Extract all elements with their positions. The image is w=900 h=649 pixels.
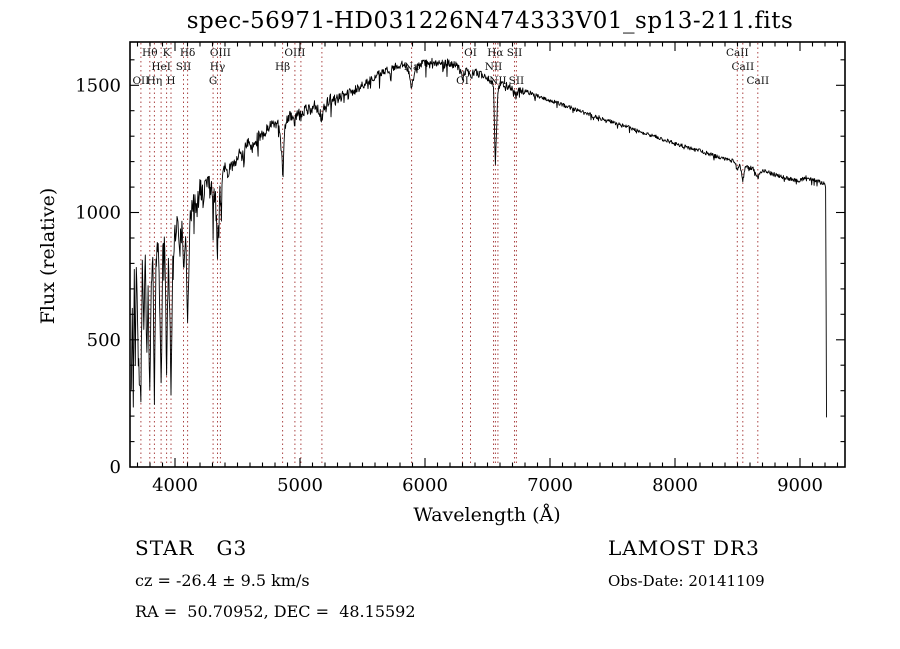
spectral-line-label: Hα [487,47,503,59]
spectral-line-label: OII [132,75,149,87]
spectral-line-label: G [209,75,217,87]
spectral-line-label: OIII [210,47,231,59]
spectral-line-label: Na [404,61,419,73]
radial-velocity-label: cz = -26.4 ± 9.5 km/s [135,571,310,590]
x-tick-label: 4000 [152,475,198,496]
y-tick-label: 500 [87,330,121,351]
plot-frame [129,41,846,468]
y-tick-label: 0 [110,457,121,478]
x-tick-label: 7000 [527,475,573,496]
spectral-line-label: CaII [747,75,770,87]
figure-title: spec-56971-HD031226N474333V01_sp13-211.f… [186,8,794,34]
obs-date-label: Obs-Date: 20141109 [608,572,765,590]
spectral-line-label: Hβ [275,61,290,73]
spectral-line-label: HeI [151,61,171,73]
spectral-line-label: OI [456,75,469,87]
x-tick-label: 8000 [652,475,698,496]
spectral-line-label: Hγ [210,61,225,73]
object-class-label: STAR G3 [135,536,248,560]
spectral-line-label: SII [176,61,192,73]
spectral-line-label: Hθ [142,47,157,59]
spectral-line-label: SII [507,47,523,59]
spectral-line-label: K [163,47,171,59]
spectral-line-label: CaII [726,47,749,59]
spectral-line-label: SII [509,75,525,87]
spectral-line-label: NII [485,61,502,73]
x-axis-label: Wavelength (Å) [413,504,561,526]
spectral-line-label: OIII [284,47,305,59]
x-tick-label: 6000 [402,475,448,496]
survey-release-label: LAMOST DR3 [608,536,760,560]
y-tick-label: 1000 [75,203,121,224]
spectral-line-label: OI [464,47,477,59]
spectrum-line [130,57,827,418]
spectral-line-label: CaII [732,61,755,73]
spectral-line-label: H [166,75,175,87]
x-tick-label: 9000 [777,475,823,496]
x-tick-label: 5000 [277,475,323,496]
spectral-line-label: Hη [147,75,162,87]
ra-dec-label: RA = 50.70952, DEC = 48.15592 [135,602,416,621]
y-tick-label: 1500 [75,75,121,96]
spectral-line-label: Hδ [180,47,195,59]
spectral-line-label: NII [489,75,506,87]
